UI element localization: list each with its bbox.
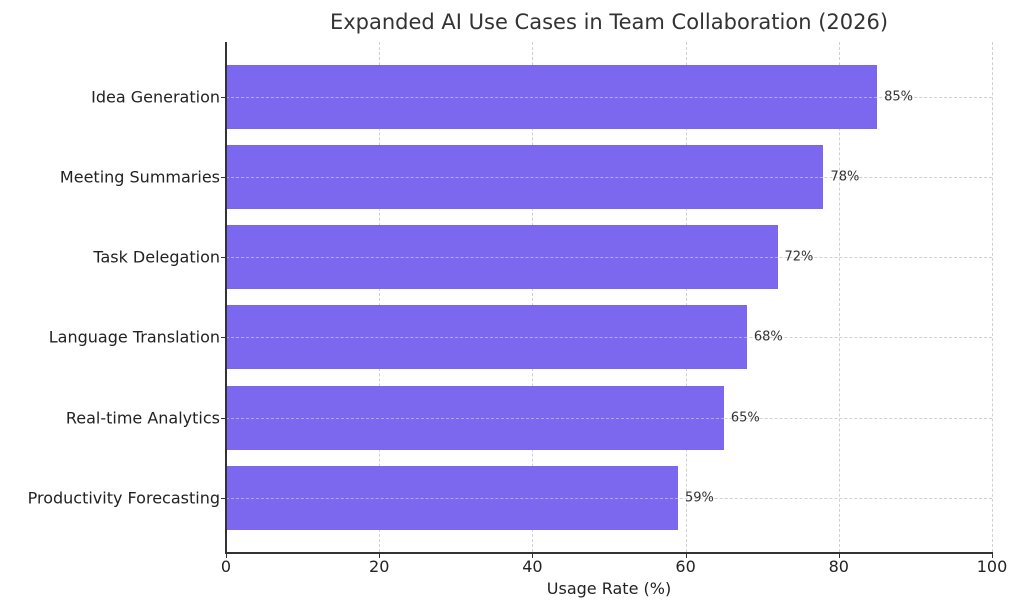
x-tick xyxy=(379,553,381,558)
bar xyxy=(226,466,678,530)
y-tick xyxy=(221,498,226,499)
x-gridline xyxy=(685,42,687,552)
x-axis-line xyxy=(225,552,993,554)
x-tick xyxy=(685,553,687,558)
y-tick-label: Language Translation xyxy=(48,327,220,347)
bar-value-label: 68% xyxy=(753,329,783,345)
bar-value-label: 72% xyxy=(784,249,814,265)
bar-value-label: 78% xyxy=(830,169,860,185)
bar-gridline xyxy=(226,97,878,98)
bar-value-label: 59% xyxy=(684,490,714,506)
bar xyxy=(226,65,878,129)
y-tick-label: Task Delegation xyxy=(93,247,220,267)
bar-gridline xyxy=(226,418,724,419)
plot-area: 85% 78% 72% 68% 65% 59% xyxy=(226,42,993,552)
x-gridline xyxy=(992,42,993,552)
x-axis-label: Usage Rate (%) xyxy=(546,579,672,598)
y-tick xyxy=(221,257,226,258)
y-tick-label: Meeting Summaries xyxy=(59,167,220,187)
y-tick-label: Idea Generation xyxy=(91,87,220,107)
x-tick-label: 0 xyxy=(220,557,232,576)
y-tick-label: Real-time Analytics xyxy=(65,408,220,428)
y-tick xyxy=(221,337,226,338)
bar xyxy=(226,145,824,209)
x-gridline xyxy=(532,42,534,552)
x-tick xyxy=(226,553,227,558)
bar-gridline xyxy=(226,177,824,178)
y-tick xyxy=(221,418,226,419)
x-tick-label: 80 xyxy=(828,557,849,576)
x-tick xyxy=(838,553,840,558)
x-tick-label: 40 xyxy=(522,557,543,576)
x-gridline xyxy=(379,42,381,552)
x-gridline xyxy=(838,42,840,552)
bar xyxy=(226,305,747,369)
y-tick-label: Productivity Forecasting xyxy=(27,488,220,508)
bar xyxy=(226,225,778,289)
x-tick xyxy=(532,553,534,558)
bar-gridline xyxy=(226,337,747,338)
x-tick xyxy=(992,553,993,558)
x-gridline xyxy=(226,42,227,552)
bar-value-label: 65% xyxy=(730,410,760,426)
x-tick-label: 20 xyxy=(369,557,390,576)
bar-value-label: 85% xyxy=(884,89,913,105)
bar xyxy=(226,386,724,450)
y-tick xyxy=(221,177,226,178)
y-tick xyxy=(221,97,226,98)
x-tick-label: 100 xyxy=(976,557,1008,576)
bar-gridline xyxy=(226,498,678,499)
bar-gridline xyxy=(226,257,778,258)
x-tick-label: 60 xyxy=(675,557,696,576)
chart-title: Expanded AI Use Cases in Team Collaborat… xyxy=(329,10,889,34)
y-axis-line xyxy=(225,42,227,553)
